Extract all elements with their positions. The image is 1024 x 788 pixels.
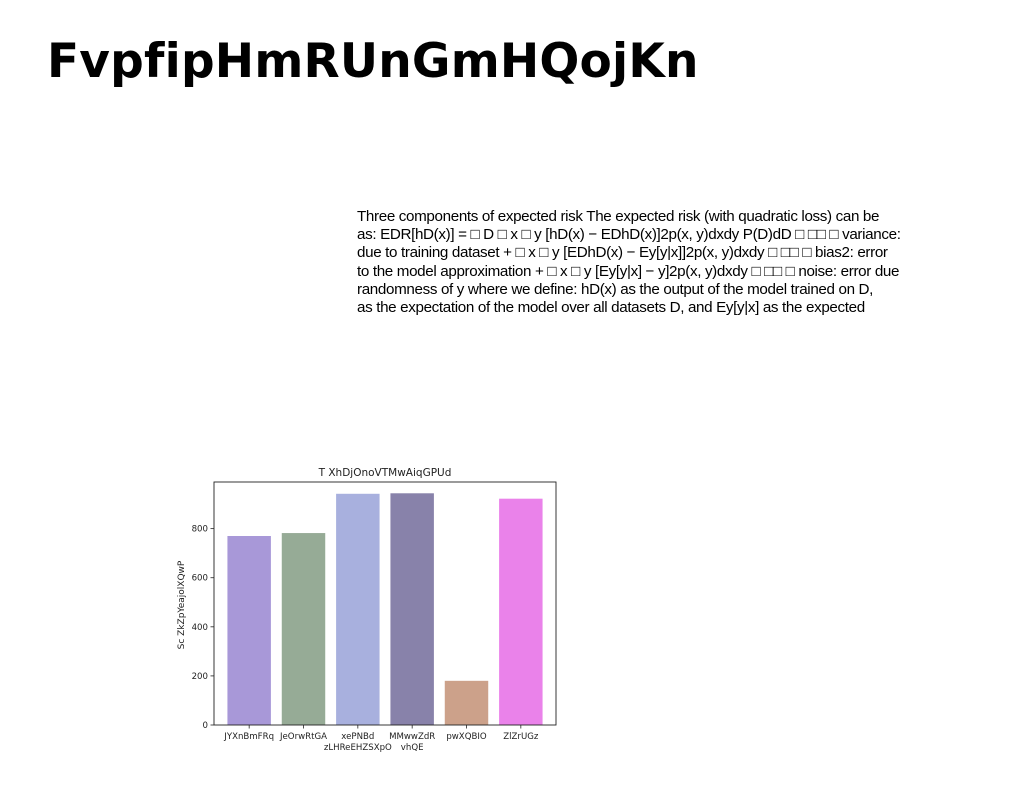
body-text-line: due to training dataset + □ x □ y [EDhD(… xyxy=(357,244,888,262)
x-tick-label: xePNBd xyxy=(341,732,374,742)
y-tick-label: 0 xyxy=(203,721,208,731)
y-tick-label: 600 xyxy=(192,574,208,584)
body-text-line: Three components of expected risk The ex… xyxy=(357,208,880,225)
bar-5 xyxy=(444,680,489,725)
body-text: Three components of expected risk The ex… xyxy=(357,208,967,317)
bar-3 xyxy=(336,493,380,725)
body-text-line: as the expectation of the model over all… xyxy=(357,299,865,317)
x-tick-label: JeOrwRtGA xyxy=(279,732,327,742)
x-tick-label: ZlZrUGz xyxy=(503,732,539,742)
bar-1 xyxy=(227,536,271,725)
slide-title: FvpfipHmRUnGmHQojKn xyxy=(47,34,699,89)
x-axis: JYXnBmFRq JeOrwRtGA xePNBdzLHReEHZSXpOMMww… xyxy=(223,725,539,753)
y-tick-label: 400 xyxy=(192,623,208,633)
bar-4 xyxy=(390,493,434,725)
bar-chart: T XhDjOnoVTMwAiqGPUd Sc ZkZpYeajolXQwP 0… xyxy=(165,460,565,760)
chart-title: T XhDjOnoVTMwAiqGPUd xyxy=(318,467,452,479)
y-axis: 0 200 400 600 800 xyxy=(192,525,214,731)
y-tick-label: 200 xyxy=(192,672,208,682)
y-tick-label: 800 xyxy=(192,525,208,535)
y-axis-label: Sc ZkZpYeajolXQwP xyxy=(177,560,187,649)
bar-chart-svg: T XhDjOnoVTMwAiqGPUd Sc ZkZpYeajolXQwP 0… xyxy=(177,467,557,753)
body-text-line: as: EDR[hD(x)] = □ D □ x □ y [hD(x) − ED… xyxy=(357,226,901,244)
x-tick-label: JYXnBmFRq xyxy=(223,732,274,742)
x-tick-label: pwXQBIO xyxy=(446,732,487,742)
body-text-line: randomness of y where we define: hD(x) a… xyxy=(357,280,874,298)
body-text-line: to the model approximation + □ x □ y [Ey… xyxy=(357,262,900,280)
x-tick-label: zLHReEHZSXpO xyxy=(324,743,392,753)
bar-6 xyxy=(499,498,543,725)
bar-2 xyxy=(281,533,326,725)
x-tick-label: vhQE xyxy=(401,743,424,753)
plot-frame xyxy=(213,481,557,726)
bars-group xyxy=(227,493,543,725)
x-tick-label: MMwwZdR xyxy=(389,732,435,742)
